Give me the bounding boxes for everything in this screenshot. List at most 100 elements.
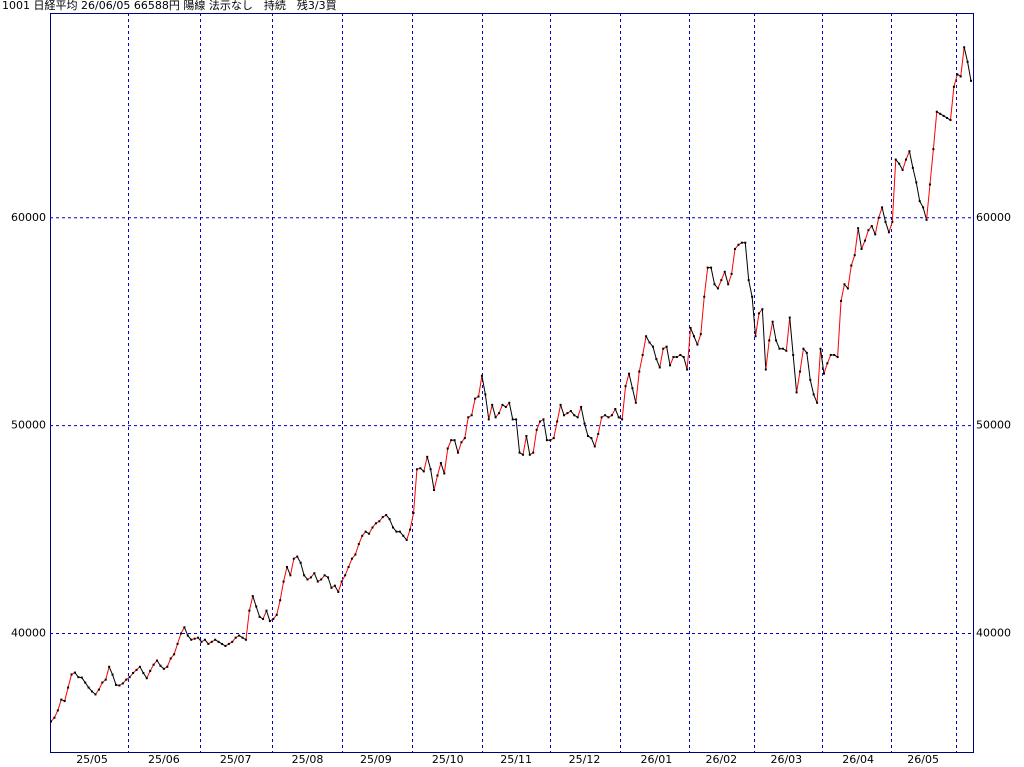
line-segment	[922, 207, 928, 220]
point	[138, 665, 141, 668]
point	[292, 557, 295, 560]
point	[956, 73, 959, 76]
line-segment	[481, 375, 486, 395]
point	[795, 391, 798, 394]
line-segment	[149, 664, 155, 672]
point	[857, 227, 860, 230]
point	[887, 231, 890, 234]
point	[651, 345, 654, 348]
point	[593, 445, 596, 448]
line-segment	[146, 670, 151, 679]
line-segment	[888, 221, 893, 233]
line-segment	[265, 610, 271, 622]
point	[665, 345, 668, 348]
point	[542, 418, 545, 421]
line-segment	[611, 408, 616, 416]
point	[600, 416, 603, 419]
line-segment	[139, 666, 144, 674]
point	[662, 347, 665, 350]
point	[53, 716, 56, 719]
point	[624, 385, 627, 388]
point	[870, 225, 873, 228]
line-segment	[655, 358, 661, 368]
point	[97, 688, 100, 691]
line-segment	[796, 371, 801, 393]
point	[781, 347, 784, 350]
line-segment	[703, 267, 709, 297]
point	[63, 700, 66, 703]
point	[152, 663, 155, 666]
line-segment	[625, 373, 630, 387]
line-segment	[949, 86, 955, 121]
point	[590, 437, 593, 440]
point	[114, 683, 117, 686]
point	[429, 468, 432, 471]
point	[918, 200, 921, 203]
x-tick-label: 25/05	[76, 753, 108, 766]
point	[463, 437, 466, 440]
point	[200, 640, 203, 643]
point	[757, 312, 760, 315]
point	[378, 520, 381, 523]
line-segment	[245, 610, 250, 640]
line-segment	[669, 356, 674, 366]
point	[672, 356, 675, 359]
point	[156, 659, 159, 662]
point	[826, 362, 829, 365]
point	[946, 116, 949, 119]
point	[272, 617, 275, 620]
point	[268, 620, 271, 623]
point	[395, 530, 398, 533]
point	[716, 287, 719, 290]
point	[203, 638, 206, 641]
point	[244, 638, 247, 641]
line-segment	[751, 296, 757, 337]
point	[720, 279, 723, 282]
point	[607, 416, 610, 419]
point	[474, 397, 477, 400]
point	[217, 640, 220, 643]
line-segment	[248, 595, 254, 611]
point	[771, 320, 774, 323]
point	[894, 158, 897, 161]
line-segment	[423, 456, 428, 472]
line-segment	[300, 562, 305, 576]
line-segment	[854, 228, 859, 256]
point	[710, 266, 713, 269]
point	[881, 206, 884, 209]
line-segment	[874, 217, 880, 235]
line-segment	[98, 682, 103, 690]
line-segment	[525, 435, 531, 455]
point	[809, 378, 812, 381]
point	[337, 590, 340, 593]
point	[597, 432, 600, 435]
line-segment	[861, 240, 866, 250]
line-segment	[597, 417, 603, 435]
line-segment	[183, 627, 189, 636]
point	[576, 416, 579, 419]
point	[419, 467, 422, 470]
point	[761, 308, 764, 311]
point	[788, 316, 791, 319]
line-segment	[464, 417, 469, 439]
line-segment	[594, 433, 599, 447]
point	[785, 349, 788, 352]
line-segment	[560, 404, 565, 416]
point	[812, 393, 815, 396]
point	[491, 403, 494, 406]
line-segment	[478, 375, 483, 397]
point	[494, 416, 497, 419]
point	[299, 561, 302, 564]
point	[381, 516, 384, 519]
point	[453, 439, 456, 442]
point	[898, 162, 901, 165]
point	[289, 574, 292, 577]
y-tick-label: 60000	[11, 211, 46, 224]
point	[207, 642, 210, 645]
point	[908, 150, 911, 153]
line-segment	[919, 200, 924, 208]
line-segment	[727, 273, 733, 285]
point	[392, 526, 395, 529]
line-segment	[857, 228, 863, 250]
point	[169, 657, 172, 660]
